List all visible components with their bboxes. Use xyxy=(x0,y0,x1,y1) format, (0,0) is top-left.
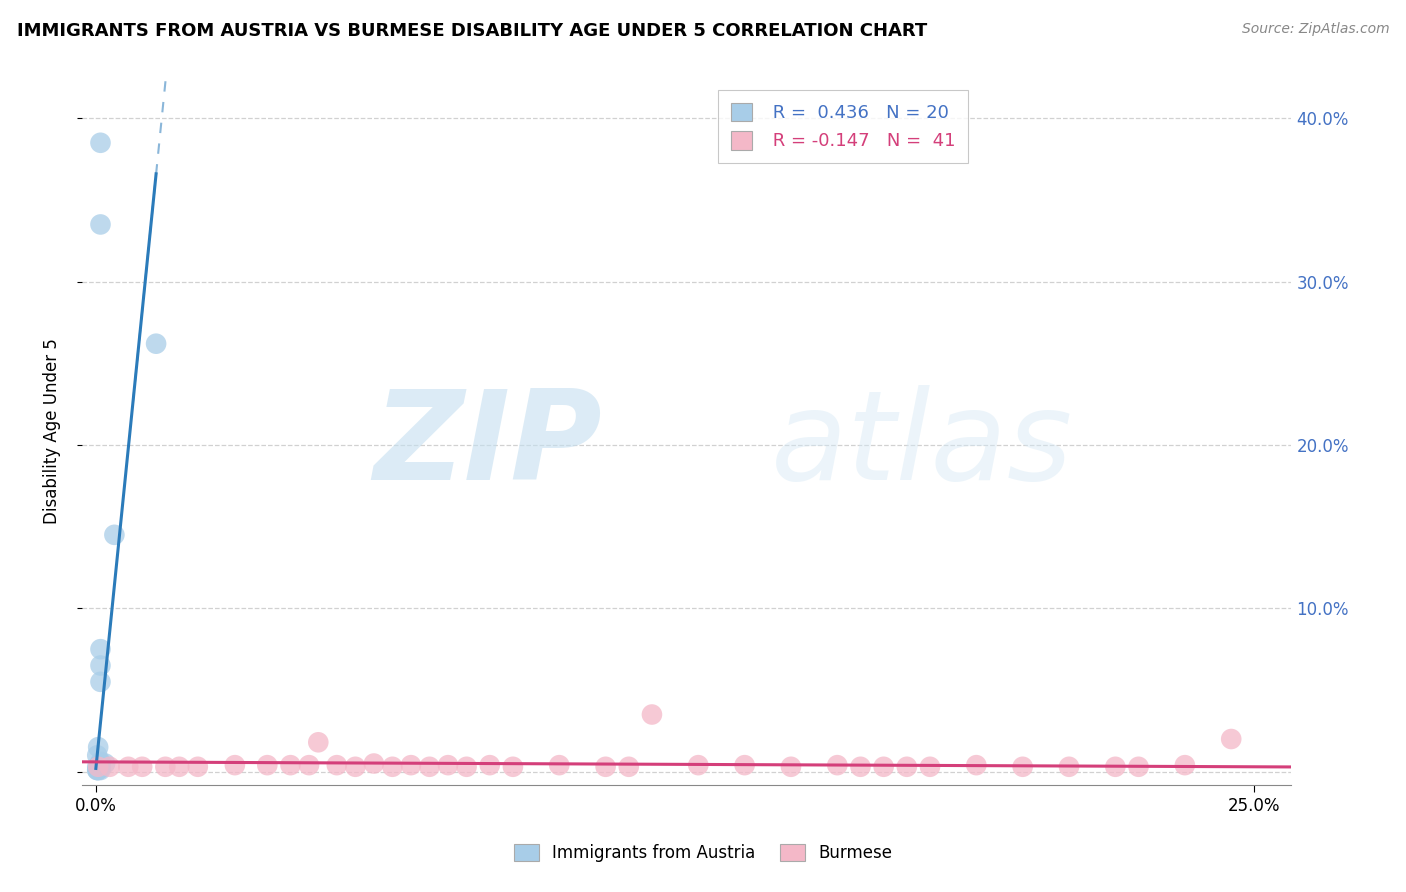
Point xyxy=(89,658,111,673)
Point xyxy=(298,758,321,772)
Point xyxy=(502,760,524,774)
Point xyxy=(86,760,108,774)
Point xyxy=(117,760,139,774)
Point xyxy=(86,748,108,763)
Point xyxy=(89,218,111,232)
Point xyxy=(145,336,167,351)
Point xyxy=(734,758,756,772)
Point xyxy=(89,763,111,777)
Point xyxy=(456,760,478,774)
Point xyxy=(87,763,110,777)
Point xyxy=(780,760,803,774)
Point xyxy=(399,758,422,772)
Point xyxy=(849,760,872,774)
Legend:  R =  0.436   N = 20,  R = -0.147   N =  41: R = 0.436 N = 20, R = -0.147 N = 41 xyxy=(718,90,967,163)
Point xyxy=(87,760,110,774)
Point xyxy=(918,760,941,774)
Point xyxy=(169,760,191,774)
Point xyxy=(896,760,918,774)
Point xyxy=(89,136,111,150)
Point xyxy=(1128,760,1150,774)
Point xyxy=(103,528,125,542)
Point xyxy=(1011,760,1033,774)
Point xyxy=(187,760,209,774)
Point xyxy=(86,763,108,777)
Point xyxy=(363,756,385,771)
Point xyxy=(89,761,111,775)
Point xyxy=(89,674,111,689)
Text: Source: ZipAtlas.com: Source: ZipAtlas.com xyxy=(1241,22,1389,37)
Point xyxy=(89,755,111,769)
Point xyxy=(87,740,110,755)
Point xyxy=(595,760,617,774)
Point xyxy=(224,758,246,772)
Point xyxy=(641,707,664,722)
Point xyxy=(326,758,349,772)
Legend: Immigrants from Austria, Burmese: Immigrants from Austria, Burmese xyxy=(505,836,901,871)
Point xyxy=(1057,760,1080,774)
Point xyxy=(131,760,153,774)
Point xyxy=(89,642,111,657)
Point xyxy=(548,758,571,772)
Point xyxy=(827,758,849,772)
Point xyxy=(437,758,460,772)
Point xyxy=(1174,758,1197,772)
Point xyxy=(280,758,302,772)
Point xyxy=(688,758,710,772)
Text: atlas: atlas xyxy=(772,384,1074,506)
Y-axis label: Disability Age Under 5: Disability Age Under 5 xyxy=(44,338,60,524)
Point xyxy=(1104,760,1126,774)
Point xyxy=(89,756,111,771)
Point xyxy=(478,758,501,772)
Point xyxy=(89,760,111,774)
Point xyxy=(344,760,367,774)
Point xyxy=(86,763,108,777)
Point xyxy=(872,760,894,774)
Point xyxy=(155,760,177,774)
Point xyxy=(89,760,111,774)
Point xyxy=(256,758,278,772)
Text: ZIP: ZIP xyxy=(373,384,602,506)
Point xyxy=(307,735,329,749)
Point xyxy=(381,760,404,774)
Point xyxy=(1220,731,1243,746)
Text: IMMIGRANTS FROM AUSTRIA VS BURMESE DISABILITY AGE UNDER 5 CORRELATION CHART: IMMIGRANTS FROM AUSTRIA VS BURMESE DISAB… xyxy=(17,22,927,40)
Point xyxy=(965,758,987,772)
Point xyxy=(98,760,121,774)
Point xyxy=(418,760,440,774)
Point xyxy=(94,756,117,771)
Point xyxy=(617,760,640,774)
